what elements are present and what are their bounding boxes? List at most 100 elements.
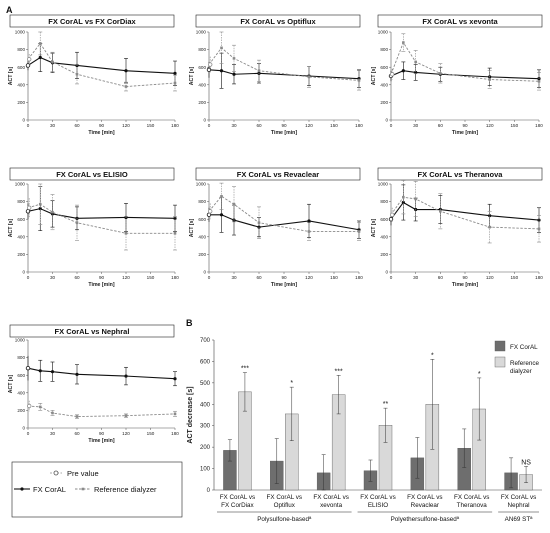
data-point (124, 414, 128, 417)
line-chart-4: FX CorAL vs ELISIO 0 200 400 600 800 1000 0 30 60… (8, 167, 179, 288)
data-point (232, 202, 236, 206)
y-tick-label: 300 (200, 424, 211, 430)
y-tick-label: 600 (200, 359, 211, 365)
legend-dialyzer: dialyzer (510, 368, 532, 375)
category-label: xevonta (320, 502, 343, 509)
y-tick-label: 800 (17, 355, 25, 360)
data-point (537, 79, 541, 83)
significance-marker: * (290, 380, 293, 387)
x-tick-label: 180 (535, 123, 543, 128)
x-tick-label: 120 (305, 123, 313, 128)
legend-fx-coral: FX CorAL (510, 344, 538, 351)
x-axis-label: Time [min] (271, 282, 297, 288)
data-point (38, 369, 42, 373)
y-tick-label: 1000 (378, 30, 389, 35)
x-axis-label: Time [min] (88, 130, 114, 136)
data-point (220, 195, 223, 198)
x-tick-label: 150 (510, 275, 518, 280)
x-tick-label: 180 (535, 275, 543, 280)
chart-title-box (9, 167, 175, 181)
y-tick-label: 0 (22, 426, 25, 431)
line-chart-6: FX CorAL vs Theranova 0 200 400 600 800 1000 0 3… (371, 167, 543, 288)
data-point (488, 214, 492, 218)
series-reference-dialyzer (27, 400, 177, 419)
y-axis-label: ACT [s] (8, 219, 14, 238)
pre-value-point (27, 205, 32, 210)
x-tick-label: 30 (413, 275, 419, 280)
y-tick-label: 600 (17, 65, 25, 70)
x-tick-label: 30 (231, 275, 237, 280)
x-axis-label: Time [min] (271, 130, 297, 136)
line-chart-1: FX CorAL vs FX CorDiax 0 200 400 600 800 1000 0… (8, 14, 179, 136)
x-tick-label: 150 (147, 123, 155, 128)
y-tick-label: 1000 (15, 182, 26, 187)
data-point (51, 210, 54, 214)
significance-marker: * (478, 371, 481, 378)
x-tick-label: 0 (27, 431, 30, 436)
y-tick-label: 800 (380, 199, 388, 204)
data-point (124, 69, 128, 73)
data-point (307, 219, 311, 223)
data-point (173, 412, 177, 416)
pre-value-point (27, 57, 32, 62)
x-tick-label: 150 (147, 431, 155, 436)
series-line (27, 367, 176, 380)
y-axis-label: ACT [s] (8, 375, 14, 394)
x-tick-label: 90 (462, 123, 468, 128)
data-point (38, 42, 42, 45)
category-label: Theranova (457, 502, 488, 509)
series-fx-coral (206, 196, 361, 239)
y-tick-label: 800 (17, 199, 25, 204)
y-tick-label: 600 (17, 217, 25, 222)
data-point (439, 209, 442, 213)
x-axis-label: Time [min] (452, 130, 478, 136)
y-tick-label: 200 (17, 408, 25, 413)
x-tick-label: 60 (256, 123, 262, 128)
category-label: ELISIO (368, 502, 388, 509)
y-tick-label: 1000 (196, 30, 207, 35)
group-label: Polyethersulfone-basedª (391, 516, 460, 523)
series-fx-coral (388, 184, 541, 233)
series-reference-dialyzer (27, 183, 177, 251)
x-tick-label: 0 (27, 123, 30, 128)
legend-box (11, 461, 183, 518)
data-point (537, 227, 541, 231)
series-fx-coral (25, 355, 177, 387)
legend-swatch-reference (494, 356, 506, 368)
y-tick-label: 1000 (378, 182, 389, 187)
y-tick-label: 200 (17, 100, 25, 105)
x-tick-label: 30 (50, 123, 56, 128)
x-tick-label: 90 (99, 275, 105, 280)
data-point (75, 415, 79, 418)
line-chart-5: FX CorAL vs Revaclear 0 200 400 600 800 1000 0 3… (189, 167, 363, 288)
x-tick-label: 30 (50, 431, 56, 436)
y-tick-label: 800 (198, 47, 206, 52)
chart-title-box (195, 14, 361, 28)
series-line (390, 41, 540, 82)
chart-title-box (9, 14, 175, 28)
category-label: FX CorAL vs (220, 494, 255, 501)
data-point (173, 377, 177, 381)
category-label: FX CorAL vs (360, 494, 395, 501)
panel-label-a: A (6, 5, 13, 15)
y-axis-label: ACT [s] (371, 219, 377, 238)
series-reference-dialyzer (207, 182, 361, 241)
group-label: AN69 STª (505, 516, 534, 523)
series-reference-dialyzer (27, 31, 177, 92)
significance-marker: *** (335, 368, 343, 375)
line-chart-7: FX CorAL vs Nephral 0 200 400 600 800 1000 0 30 6… (8, 324, 179, 444)
series-reference-dialyzer (207, 31, 361, 91)
data-point (173, 231, 177, 235)
legend-pre-value: Pre value (67, 469, 99, 478)
data-point (75, 221, 79, 225)
x-axis-label: Time [min] (88, 438, 114, 444)
y-tick-label: 400 (198, 234, 206, 239)
data-point (307, 230, 311, 233)
y-axis-label: ACT [s] (8, 67, 14, 86)
series-reference-dialyzer (390, 33, 541, 91)
data-point (357, 79, 361, 82)
y-tick-label: 400 (17, 82, 25, 87)
x-tick-label: 90 (462, 275, 468, 280)
y-axis-label: ACT [s] (189, 219, 195, 238)
